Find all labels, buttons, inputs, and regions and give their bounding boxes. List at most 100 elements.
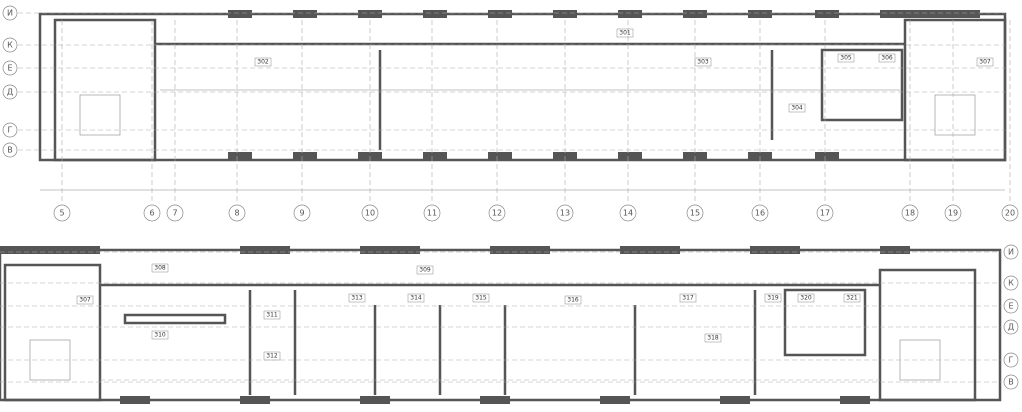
- window: [815, 152, 839, 160]
- axis-label: 9: [299, 209, 304, 218]
- window: [618, 10, 642, 18]
- room-number: 309: [419, 267, 431, 274]
- window: [228, 152, 252, 160]
- stair-flight: [79, 94, 121, 136]
- room-number: 305: [840, 55, 852, 62]
- room-tag: [616, 28, 634, 38]
- axis-bubble: [53, 204, 71, 222]
- axis-label: 14: [623, 209, 633, 218]
- window: [748, 10, 772, 18]
- axis-label: Г: [1009, 356, 1014, 365]
- window: [620, 246, 680, 254]
- axis-bubble: [751, 204, 769, 222]
- outer-wall: [0, 248, 1002, 402]
- axis-label: 20: [1005, 209, 1015, 218]
- axis-bubble: [556, 204, 574, 222]
- axis-bubble: [2, 84, 18, 100]
- stair-right: [903, 18, 1007, 162]
- room-tag: [843, 293, 861, 303]
- axis-label: 8: [234, 209, 239, 218]
- axis-label: 16: [755, 209, 765, 218]
- axis-label: 7: [172, 209, 177, 218]
- room-number: 310: [154, 332, 166, 339]
- axis-bubble: [423, 204, 441, 222]
- axis-label: 17: [820, 209, 830, 218]
- window: [293, 152, 317, 160]
- axis-bubble: [2, 37, 18, 53]
- axis-label: 12: [492, 209, 502, 218]
- window: [423, 10, 447, 18]
- stair-left: [53, 18, 157, 162]
- axis-bubble: [228, 204, 246, 222]
- window: [840, 396, 870, 404]
- room-number: 319: [767, 295, 779, 302]
- axis-bubble: [816, 204, 834, 222]
- axis-bubble: [619, 204, 637, 222]
- axis-label: 19: [948, 209, 958, 218]
- stair-left: [3, 263, 102, 402]
- room-number: 313: [351, 295, 363, 302]
- axis-label: И: [7, 9, 13, 18]
- window: [490, 246, 550, 254]
- room-tag: [151, 263, 169, 273]
- window: [240, 246, 290, 254]
- room-number: 320: [800, 295, 812, 302]
- axis-bubble: [2, 60, 18, 76]
- axis-label: 13: [560, 209, 570, 218]
- outer-wall: [38, 12, 1007, 162]
- room-number: 308: [154, 265, 166, 272]
- axis-label: 5: [59, 209, 64, 218]
- axis-label: 10: [365, 209, 375, 218]
- room-number: 307: [979, 59, 991, 66]
- window: [358, 10, 382, 18]
- axis-label: 15: [690, 209, 700, 218]
- axis-bubble: [944, 204, 962, 222]
- room-number: 302: [257, 59, 269, 66]
- partition: [123, 313, 227, 325]
- room-number: 312: [266, 353, 278, 360]
- axis-label: 6: [149, 209, 154, 218]
- stair-right: [878, 268, 977, 402]
- room-number: 307: [79, 297, 91, 304]
- window: [683, 10, 707, 18]
- room-tag: [76, 295, 94, 305]
- room-number: 304: [791, 105, 803, 112]
- axis-label: 11: [427, 209, 437, 218]
- window: [488, 152, 512, 160]
- stair-flight: [934, 94, 976, 136]
- room-tag: [348, 293, 366, 303]
- axis-label: В: [7, 146, 13, 155]
- window: [240, 396, 270, 404]
- window: [228, 10, 252, 18]
- axis-bubble: [1003, 352, 1019, 368]
- window: [488, 10, 512, 18]
- window: [360, 396, 390, 404]
- axis-bubble: [166, 204, 184, 222]
- window: [120, 396, 150, 404]
- axis-bubble: [361, 204, 379, 222]
- room-number: 311: [266, 312, 278, 319]
- axis-label: Е: [1008, 302, 1013, 311]
- room-number: 314: [410, 295, 422, 302]
- axis-bubble: [143, 204, 161, 222]
- wc-block: [820, 48, 904, 122]
- room-number: 316: [567, 297, 579, 304]
- room-number: 301: [619, 30, 631, 37]
- window: [423, 152, 447, 160]
- window: [553, 10, 577, 18]
- window: [293, 10, 317, 18]
- window: [618, 152, 642, 160]
- room-tag: [263, 310, 281, 320]
- axis-label: Д: [7, 88, 13, 97]
- top-walls: [38, 12, 1007, 191]
- axis-bubble: [1001, 204, 1019, 222]
- axis-label: К: [1008, 279, 1014, 288]
- stair-flight: [29, 339, 71, 381]
- axis-bubble: [2, 142, 18, 158]
- room-tag: [679, 293, 697, 303]
- room-number: 321: [846, 295, 858, 302]
- axis-label: 18: [905, 209, 915, 218]
- room-tag: [407, 293, 425, 303]
- axis-label: И: [1008, 248, 1014, 257]
